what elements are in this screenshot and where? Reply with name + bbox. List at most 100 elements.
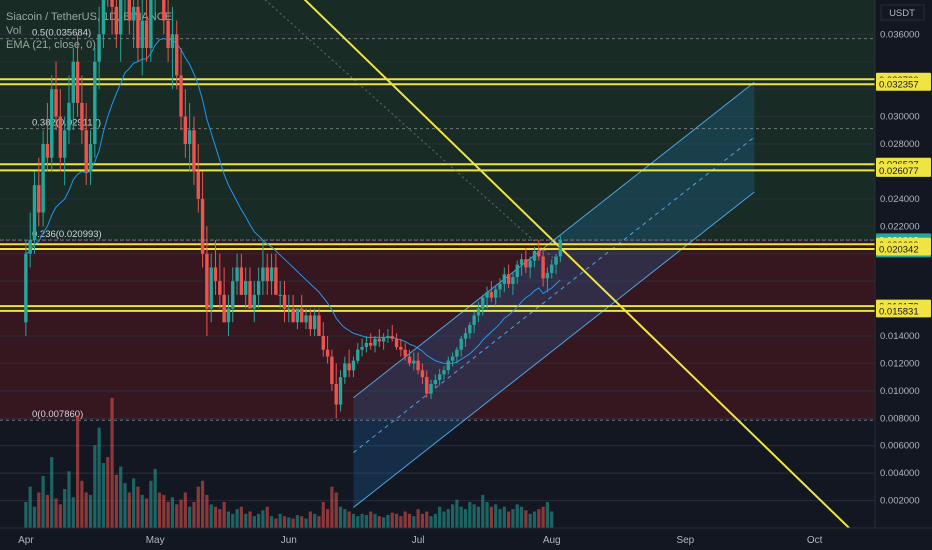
volume-bar — [459, 506, 463, 528]
candle-body — [226, 308, 231, 323]
candle-body — [381, 337, 386, 342]
candle-body — [351, 360, 356, 371]
candle-body — [192, 130, 196, 172]
candle-body — [84, 130, 88, 172]
candle-body — [131, 6, 136, 21]
candle-body — [32, 185, 37, 240]
volume-bar — [196, 486, 200, 528]
price-tag — [876, 304, 931, 318]
candle-body — [325, 349, 330, 357]
x-tick-label: Apr — [18, 535, 34, 546]
candle-body — [442, 370, 446, 375]
candle-body — [67, 102, 71, 131]
volume-bar — [481, 494, 485, 528]
volume-bar — [407, 513, 412, 528]
volume-bar — [149, 480, 153, 528]
volume-bar — [545, 502, 550, 528]
x-tick-label: Jun — [281, 535, 297, 546]
candle-body — [468, 325, 472, 334]
y-tick-label: 0.036000 — [880, 29, 920, 40]
candle-body — [101, 0, 106, 35]
volume-bar — [188, 506, 192, 528]
x-tick-label: Sep — [676, 535, 694, 546]
candle-body — [394, 338, 399, 347]
candle-body — [291, 308, 295, 323]
volume-bar — [313, 513, 317, 528]
candle-body — [88, 144, 93, 172]
volume-bar — [416, 509, 420, 528]
candle-body — [41, 144, 45, 213]
candle-body — [256, 281, 261, 295]
candle-body — [62, 130, 67, 158]
candle-body — [511, 277, 515, 284]
candle-body — [248, 281, 252, 309]
volume-bar — [93, 445, 97, 528]
volume-bar — [386, 515, 390, 528]
candle-body — [308, 315, 313, 330]
volume-bar — [507, 511, 511, 528]
volume-bar — [166, 502, 170, 528]
volume-bar — [269, 516, 274, 528]
candle-body — [528, 260, 532, 268]
plot-area: 0.5(0.035684) 0.382(0.029117) 0.236(0.0209… — [0, 0, 875, 528]
candle-body — [140, 20, 144, 48]
candle-body — [519, 259, 524, 265]
y-tick-label: 0.010000 — [880, 386, 920, 397]
candle-body — [558, 240, 563, 257]
zone-1 — [0, 240, 875, 421]
y-tick-label: 0.008000 — [880, 413, 920, 424]
volume-bar — [455, 499, 459, 528]
volume-bar — [140, 494, 144, 528]
candle-body — [45, 144, 50, 158]
volume-bar — [412, 516, 416, 528]
volume-bar — [442, 511, 446, 528]
candle-body — [274, 267, 278, 295]
candle-body — [261, 267, 265, 282]
candle-body — [179, 75, 183, 117]
price-tag — [876, 163, 931, 177]
volume-bar — [123, 483, 127, 528]
volume-bar — [550, 511, 554, 528]
candle-body — [399, 346, 403, 350]
volume-bar — [403, 511, 407, 528]
candle-body — [170, 34, 175, 48]
candle-body — [356, 349, 360, 361]
candle-body — [149, 0, 153, 49]
candle-body — [304, 315, 308, 323]
volume-bar — [41, 476, 45, 528]
candle-body — [300, 308, 304, 323]
volume-bar — [144, 498, 149, 528]
volume-bar — [291, 518, 295, 528]
candle-body — [437, 374, 442, 380]
volume-bar — [377, 516, 381, 528]
candle-body — [403, 349, 407, 357]
candle-body — [489, 292, 494, 298]
price-tag-text: 0.032357 — [879, 80, 919, 91]
volume-bar — [84, 492, 88, 528]
volume-bar — [97, 427, 101, 528]
candle-body — [450, 356, 455, 361]
candle-body — [334, 384, 338, 405]
volume-bar — [472, 504, 476, 528]
volume-bar — [433, 513, 437, 528]
volume-bar — [222, 502, 226, 528]
volume-bar — [239, 506, 243, 528]
candle-body — [235, 267, 239, 282]
y-tick-label: 0.012000 — [880, 358, 920, 369]
candle-body — [75, 61, 80, 103]
fib-level-label: 0.382(0.029117) — [32, 118, 101, 129]
volume-bar — [515, 504, 519, 528]
volume-bar — [502, 506, 506, 528]
volume-bar — [537, 509, 541, 528]
volume-bar — [541, 506, 545, 528]
candle-body — [24, 253, 28, 323]
volume-bar — [308, 511, 312, 528]
candle-body — [312, 315, 317, 330]
candle-body — [218, 281, 222, 295]
y-tick-label: 0.006000 — [880, 441, 920, 452]
volume-bar — [334, 492, 338, 528]
volume-bar — [300, 516, 304, 528]
volume-bar — [226, 511, 231, 528]
candle-body — [162, 0, 166, 21]
